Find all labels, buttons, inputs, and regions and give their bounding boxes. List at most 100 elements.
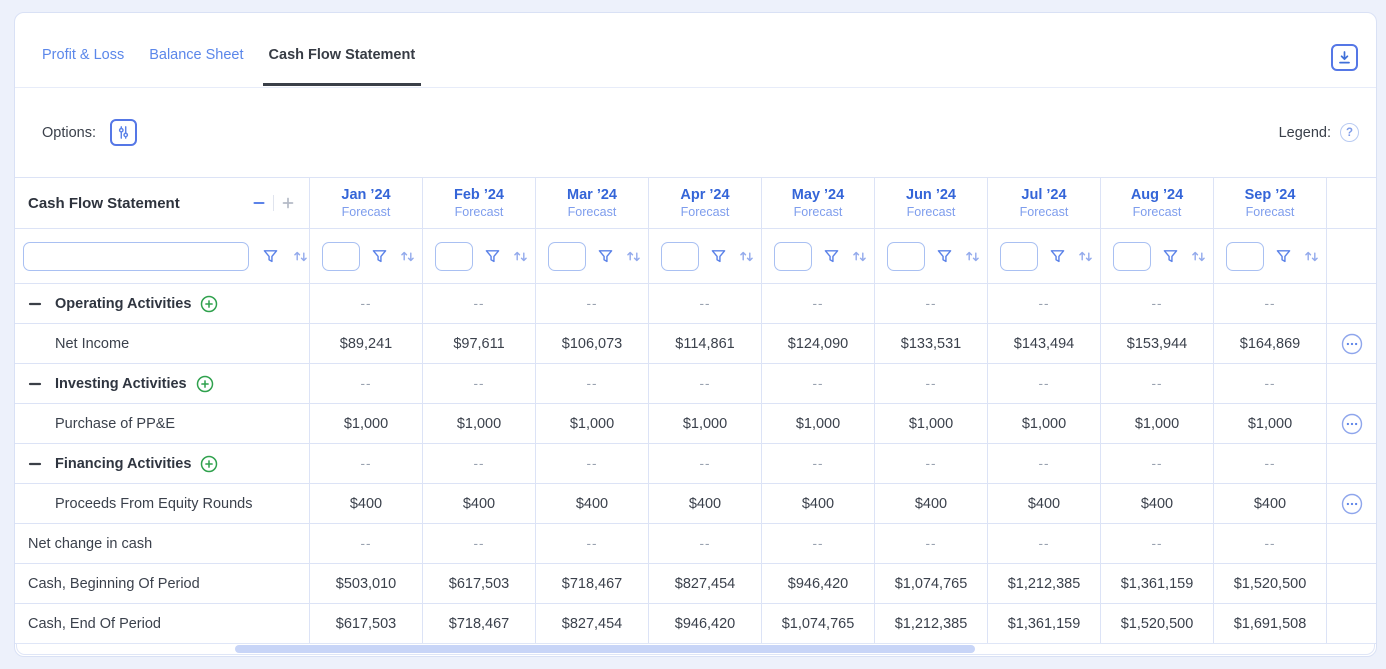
- value-cell: --: [762, 364, 875, 404]
- row-label-cell: Proceeds From Equity Rounds: [15, 484, 310, 524]
- column-filter-input[interactable]: [1000, 241, 1038, 271]
- sort-icon[interactable]: [512, 248, 529, 265]
- column-filter-input[interactable]: [435, 241, 473, 271]
- sort-icon[interactable]: [1303, 248, 1320, 265]
- filter-icon[interactable]: [1048, 247, 1067, 266]
- value-cell[interactable]: $133,531: [875, 324, 988, 364]
- row-label-cell: Purchase of PP&E: [15, 404, 310, 444]
- filter-icon[interactable]: [935, 247, 954, 266]
- value-cell[interactable]: $97,611: [423, 324, 536, 364]
- column-filter-cell: [988, 229, 1101, 284]
- value-cell[interactable]: $124,090: [762, 324, 875, 364]
- column-header-spacer: [1327, 178, 1376, 229]
- value-cell[interactable]: $400: [1214, 484, 1327, 524]
- value-cell[interactable]: $1,000: [536, 404, 649, 444]
- column-filter-input[interactable]: [661, 241, 699, 271]
- column-forecast-label: Forecast: [793, 205, 843, 219]
- group-row-label-cell: Financing Activities: [15, 444, 310, 484]
- filter-icon[interactable]: [1161, 247, 1180, 266]
- value-cell[interactable]: $143,494: [988, 324, 1101, 364]
- filter-icon[interactable]: [596, 247, 615, 266]
- expand-all-icon[interactable]: [281, 196, 295, 210]
- row-menu-icon[interactable]: [1341, 333, 1363, 355]
- scrollbar-thumb[interactable]: [235, 645, 975, 653]
- value-cell: --: [1214, 284, 1327, 324]
- column-month-label: May ’24: [791, 187, 845, 203]
- value-cell[interactable]: $1,000: [423, 404, 536, 444]
- cash-flow-table: Cash Flow Statement Jan ’24 Forecast Feb ’2…: [15, 177, 1376, 644]
- value-cell[interactable]: $400: [423, 484, 536, 524]
- value-cell[interactable]: $106,073: [536, 324, 649, 364]
- filter-icon[interactable]: [370, 247, 389, 266]
- horizontal-scrollbar[interactable]: [16, 643, 1375, 655]
- value-cell[interactable]: $400: [875, 484, 988, 524]
- column-filter-input[interactable]: [1226, 241, 1264, 271]
- value-cell[interactable]: $114,861: [649, 324, 762, 364]
- row-actions-cell: [1327, 484, 1376, 524]
- tab-balance-sheet[interactable]: Balance Sheet: [149, 47, 244, 63]
- help-icon[interactable]: ?: [1340, 123, 1359, 142]
- value-cell[interactable]: $400: [762, 484, 875, 524]
- filter-icon[interactable]: [822, 247, 841, 266]
- tab-cash-flow-statement[interactable]: Cash Flow Statement: [262, 47, 422, 87]
- value-cell[interactable]: $1,000: [310, 404, 423, 444]
- add-line-item-icon[interactable]: [196, 375, 214, 393]
- sort-icon[interactable]: [851, 248, 868, 265]
- group-row-label-cell: Investing Activities: [15, 364, 310, 404]
- value-cell: --: [536, 284, 649, 324]
- tab-profit-loss[interactable]: Profit & Loss: [42, 47, 125, 63]
- value-cell[interactable]: $1,000: [988, 404, 1101, 444]
- add-line-item-icon[interactable]: [200, 295, 218, 313]
- sort-icon[interactable]: [1077, 248, 1094, 265]
- value-cell: $946,420: [649, 604, 762, 644]
- sort-icon[interactable]: [964, 248, 981, 265]
- value-cell: --: [423, 364, 536, 404]
- filter-icon[interactable]: [483, 247, 502, 266]
- value-cell[interactable]: $400: [536, 484, 649, 524]
- sort-icon[interactable]: [399, 248, 416, 265]
- column-filter-input[interactable]: [774, 241, 812, 271]
- value-cell: --: [1101, 524, 1214, 564]
- row-menu-icon[interactable]: [1341, 493, 1363, 515]
- value-cell: --: [762, 444, 875, 484]
- column-forecast-label: Forecast: [567, 205, 617, 219]
- row-menu-icon[interactable]: [1341, 413, 1363, 435]
- value-cell[interactable]: $164,869: [1214, 324, 1327, 364]
- sort-icon[interactable]: [292, 248, 309, 265]
- column-header: Jun ’24 Forecast: [875, 178, 988, 229]
- collapse-group-icon[interactable]: [28, 457, 42, 471]
- sort-icon[interactable]: [625, 248, 642, 265]
- value-cell[interactable]: $400: [988, 484, 1101, 524]
- collapse-group-icon[interactable]: [28, 377, 42, 391]
- collapse-group-icon[interactable]: [28, 297, 42, 311]
- value-cell[interactable]: $400: [310, 484, 423, 524]
- row-label-cell: Cash, Beginning Of Period: [15, 564, 310, 604]
- value-cell[interactable]: $89,241: [310, 324, 423, 364]
- download-button[interactable]: [1331, 44, 1358, 71]
- filter-icon[interactable]: [709, 247, 728, 266]
- add-line-item-icon[interactable]: [200, 455, 218, 473]
- value-cell[interactable]: $153,944: [1101, 324, 1214, 364]
- value-cell[interactable]: $1,000: [762, 404, 875, 444]
- row-filter-input[interactable]: [23, 241, 249, 271]
- value-cell[interactable]: $1,000: [1214, 404, 1327, 444]
- value-cell[interactable]: $1,000: [649, 404, 762, 444]
- filter-icon[interactable]: [1274, 247, 1293, 266]
- collapse-all-icon[interactable]: [252, 196, 266, 210]
- column-filter-input[interactable]: [887, 241, 925, 271]
- column-filter-input[interactable]: [548, 241, 586, 271]
- column-filter-input[interactable]: [1113, 241, 1151, 271]
- column-month-label: Apr ’24: [680, 187, 730, 203]
- options-button[interactable]: [110, 119, 137, 146]
- table-title-cell: Cash Flow Statement: [15, 178, 310, 229]
- value-cell[interactable]: $1,000: [875, 404, 988, 444]
- value-cell: $1,520,500: [1214, 564, 1327, 604]
- sort-icon[interactable]: [738, 248, 755, 265]
- sort-icon[interactable]: [1190, 248, 1207, 265]
- collapse-controls: [252, 195, 295, 211]
- value-cell[interactable]: $400: [1101, 484, 1214, 524]
- value-cell[interactable]: $1,000: [1101, 404, 1214, 444]
- filter-icon[interactable]: [261, 247, 280, 266]
- value-cell[interactable]: $400: [649, 484, 762, 524]
- column-filter-input[interactable]: [322, 241, 360, 271]
